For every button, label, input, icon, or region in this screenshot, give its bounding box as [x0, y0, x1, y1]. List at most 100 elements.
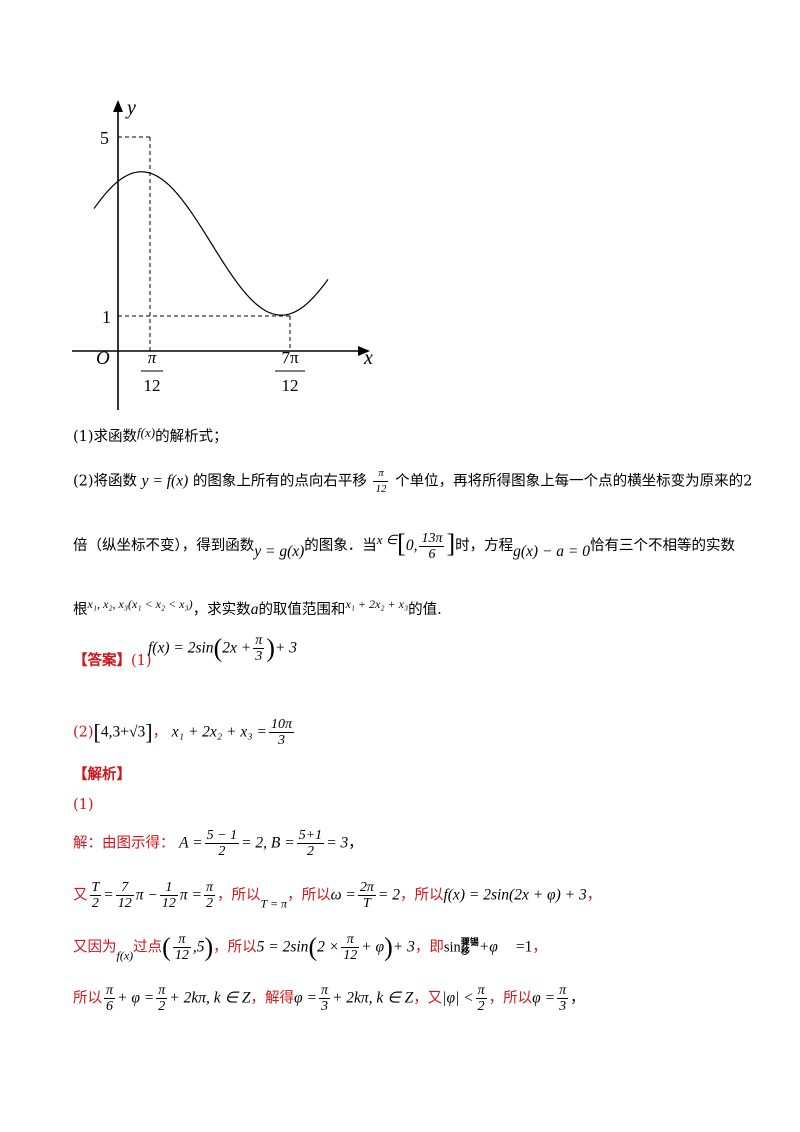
s2-end: ，: [586, 887, 602, 904]
s1-B-fraction: 5+1 2: [296, 828, 325, 859]
s2-T: T = π: [260, 896, 288, 911]
s2-eq: =: [103, 886, 114, 904]
s3-one: =1: [515, 938, 533, 956]
q2-x-in: x ∈: [376, 532, 398, 547]
q2-expr: x₁ + 2x₂ + x₃: [345, 597, 409, 611]
s2-omega: ω =: [330, 886, 356, 904]
answer-2-expr: x₁ + 2x₂ + x₃ =: [171, 723, 267, 741]
q2-l3-text-c: 的取值范围和: [258, 602, 346, 618]
q2-text-c: 个单位，再将所得图象上每一个点的横坐标变为原来的2: [395, 473, 753, 490]
answer-1-formula: f(x) = 2sin(2x + π 3)+ 3: [148, 633, 297, 664]
s1-end: ，: [348, 835, 363, 852]
s4-f: + 2kπ, k ∈ Z: [331, 989, 414, 1007]
s3-point-fraction: π 12: [172, 932, 191, 963]
x-tick-7pi12-den: 12: [282, 376, 299, 395]
q2-var-a: a: [250, 601, 259, 618]
analysis-label: 【解析】: [73, 766, 131, 783]
answer-2-interval: 4,3+√3: [100, 723, 146, 741]
answer-2-sep: ，: [152, 724, 168, 741]
q2-l3-text-a: 根: [73, 602, 88, 618]
q2-interval-zero: 0,: [405, 537, 418, 554]
s3-eq-b: 2 ×: [317, 938, 340, 956]
s1-A-rest: = 2, B =: [241, 834, 295, 852]
question-2-line-2: 倍（纵坐标不变），得到函数y = g(x)的图象．当x ∈[0, 13π 6]时，方…: [73, 529, 736, 562]
q2-shift-fraction: π 12: [373, 467, 389, 495]
s4-end: ，: [570, 990, 585, 1007]
s1-A: A =: [179, 834, 203, 852]
y-tick-5: 5: [100, 128, 109, 148]
q2-l2-text-a: 倍（纵坐标不变），得到函数: [73, 538, 255, 554]
s2-frac-1-12: 1 12: [159, 880, 178, 911]
s3-phi: +φ: [478, 938, 498, 956]
answer-part-2: (2)[4,3+√3]， x₁ + 2x₂ + x₃ = 10π 3: [73, 717, 295, 748]
s3-fx: f(x): [116, 948, 134, 963]
x-tick-pi12-den: 12: [144, 376, 161, 395]
sine-curve: [93, 171, 329, 316]
x-axis-label: x: [363, 347, 373, 369]
q1-suffix: 的解析式；: [155, 429, 228, 445]
s2-mid: π −: [135, 886, 158, 904]
s2-frac-7-12: 7 12: [115, 880, 134, 911]
analysis-step-2: 又 T 2 = 7 12 π −1 12 π = π 2 ，所以T = π，所以ω = 2π T = 2，所…: [73, 880, 601, 914]
question-2-line-3: 根x₁, x₂, x₃(x₁ < x₂ < x₃)，求实数a的取值范围和x₁ +…: [73, 594, 442, 620]
s3-text-a: 又因为: [73, 939, 117, 956]
s1-text: 解：由图示得：: [73, 835, 175, 852]
s4-text-i: ，所以: [488, 990, 533, 1007]
analysis-part-1-label: (1): [73, 797, 94, 813]
y-tick-1: 1: [102, 307, 111, 327]
s2-fx: f(x) = 2sin(2x + φ) + 3: [443, 886, 587, 904]
s4-c: + 2kπ, k ∈ Z: [169, 989, 251, 1007]
s3-text-d: ，即: [414, 939, 444, 956]
analysis-step-3: 又因为f(x)过点(π 12,5)，所以5 = 2sin(2 × π 12 + φ)+ …: [73, 932, 547, 963]
s2-omega-rest: = 2: [377, 886, 400, 904]
function-graph: y x O 5 1 π 12 7π 12: [72, 97, 373, 410]
q1-func: f(x): [137, 425, 156, 440]
s4-text-a: 所以: [73, 990, 102, 1007]
s3-eq-a: 5 = 2sin: [256, 938, 309, 956]
s2-text-d: ，所以: [399, 887, 444, 904]
s2-text-a: 又: [73, 887, 88, 904]
s2-text-c: ，所以: [287, 887, 331, 904]
q2-interval-fraction: 13π 6: [419, 530, 445, 562]
answer-label: 【答案】: [73, 652, 131, 669]
x-tick-pi12-num: π: [148, 348, 157, 367]
s4-j: φ =: [532, 989, 556, 1007]
s2-text-b: ，所以: [217, 887, 261, 904]
s3-eq-fraction: π 12: [341, 932, 360, 963]
s3-point-rest: ,5: [192, 938, 205, 956]
answer-1-prefix: (1): [131, 653, 152, 669]
s3-sin: sin: [443, 939, 461, 956]
s1-B-rest: = 3: [326, 834, 349, 852]
s4-b: + φ =: [117, 989, 155, 1007]
s3-eq-d: + 3: [392, 938, 415, 956]
q2-l2-text-b: 的图象．当: [304, 538, 377, 554]
q2-roots: x₁, x₂, x₃(x₁ < x₂ < x₃): [87, 597, 193, 611]
question-1: (1)求函数f(x)的解析式；: [73, 423, 228, 447]
answer-1-expr-c: + 3: [274, 639, 297, 657]
q2-text-b: 的图象上所有的点向右平移: [192, 473, 367, 490]
q1-text: (1)求函数: [73, 429, 138, 445]
s2-omega-fraction: 2π T: [357, 880, 376, 911]
s4-text-g: ，又: [413, 990, 443, 1007]
s4-h: |φ| <: [442, 989, 474, 1007]
s3-garbled-glyph: 骤锡移: [460, 937, 479, 957]
x-axis-arrow: [358, 346, 370, 356]
y-axis-label: y: [125, 97, 136, 119]
x-tick-7pi12-num: 7π: [281, 348, 299, 367]
answer-part-1: 【答案】(1): [73, 651, 152, 671]
s3-eq-c: + φ: [361, 938, 385, 956]
answer-2-fraction: 10π 3: [269, 717, 295, 748]
q2-l3-text-b: ，求实数: [192, 602, 251, 618]
q2-l2-text-d: 恰有三个不相等的实数: [590, 538, 736, 554]
analysis-step-1: 解：由图示得： A = 5 − 1 2 = 2, B = 5+1 2 = 3，: [73, 828, 363, 859]
q2-l2-text-c: 时，方程: [455, 538, 514, 554]
origin-label: O: [96, 348, 110, 369]
q2-func-f: y = f(x): [141, 472, 189, 490]
s2-mid2: π =: [179, 886, 202, 904]
